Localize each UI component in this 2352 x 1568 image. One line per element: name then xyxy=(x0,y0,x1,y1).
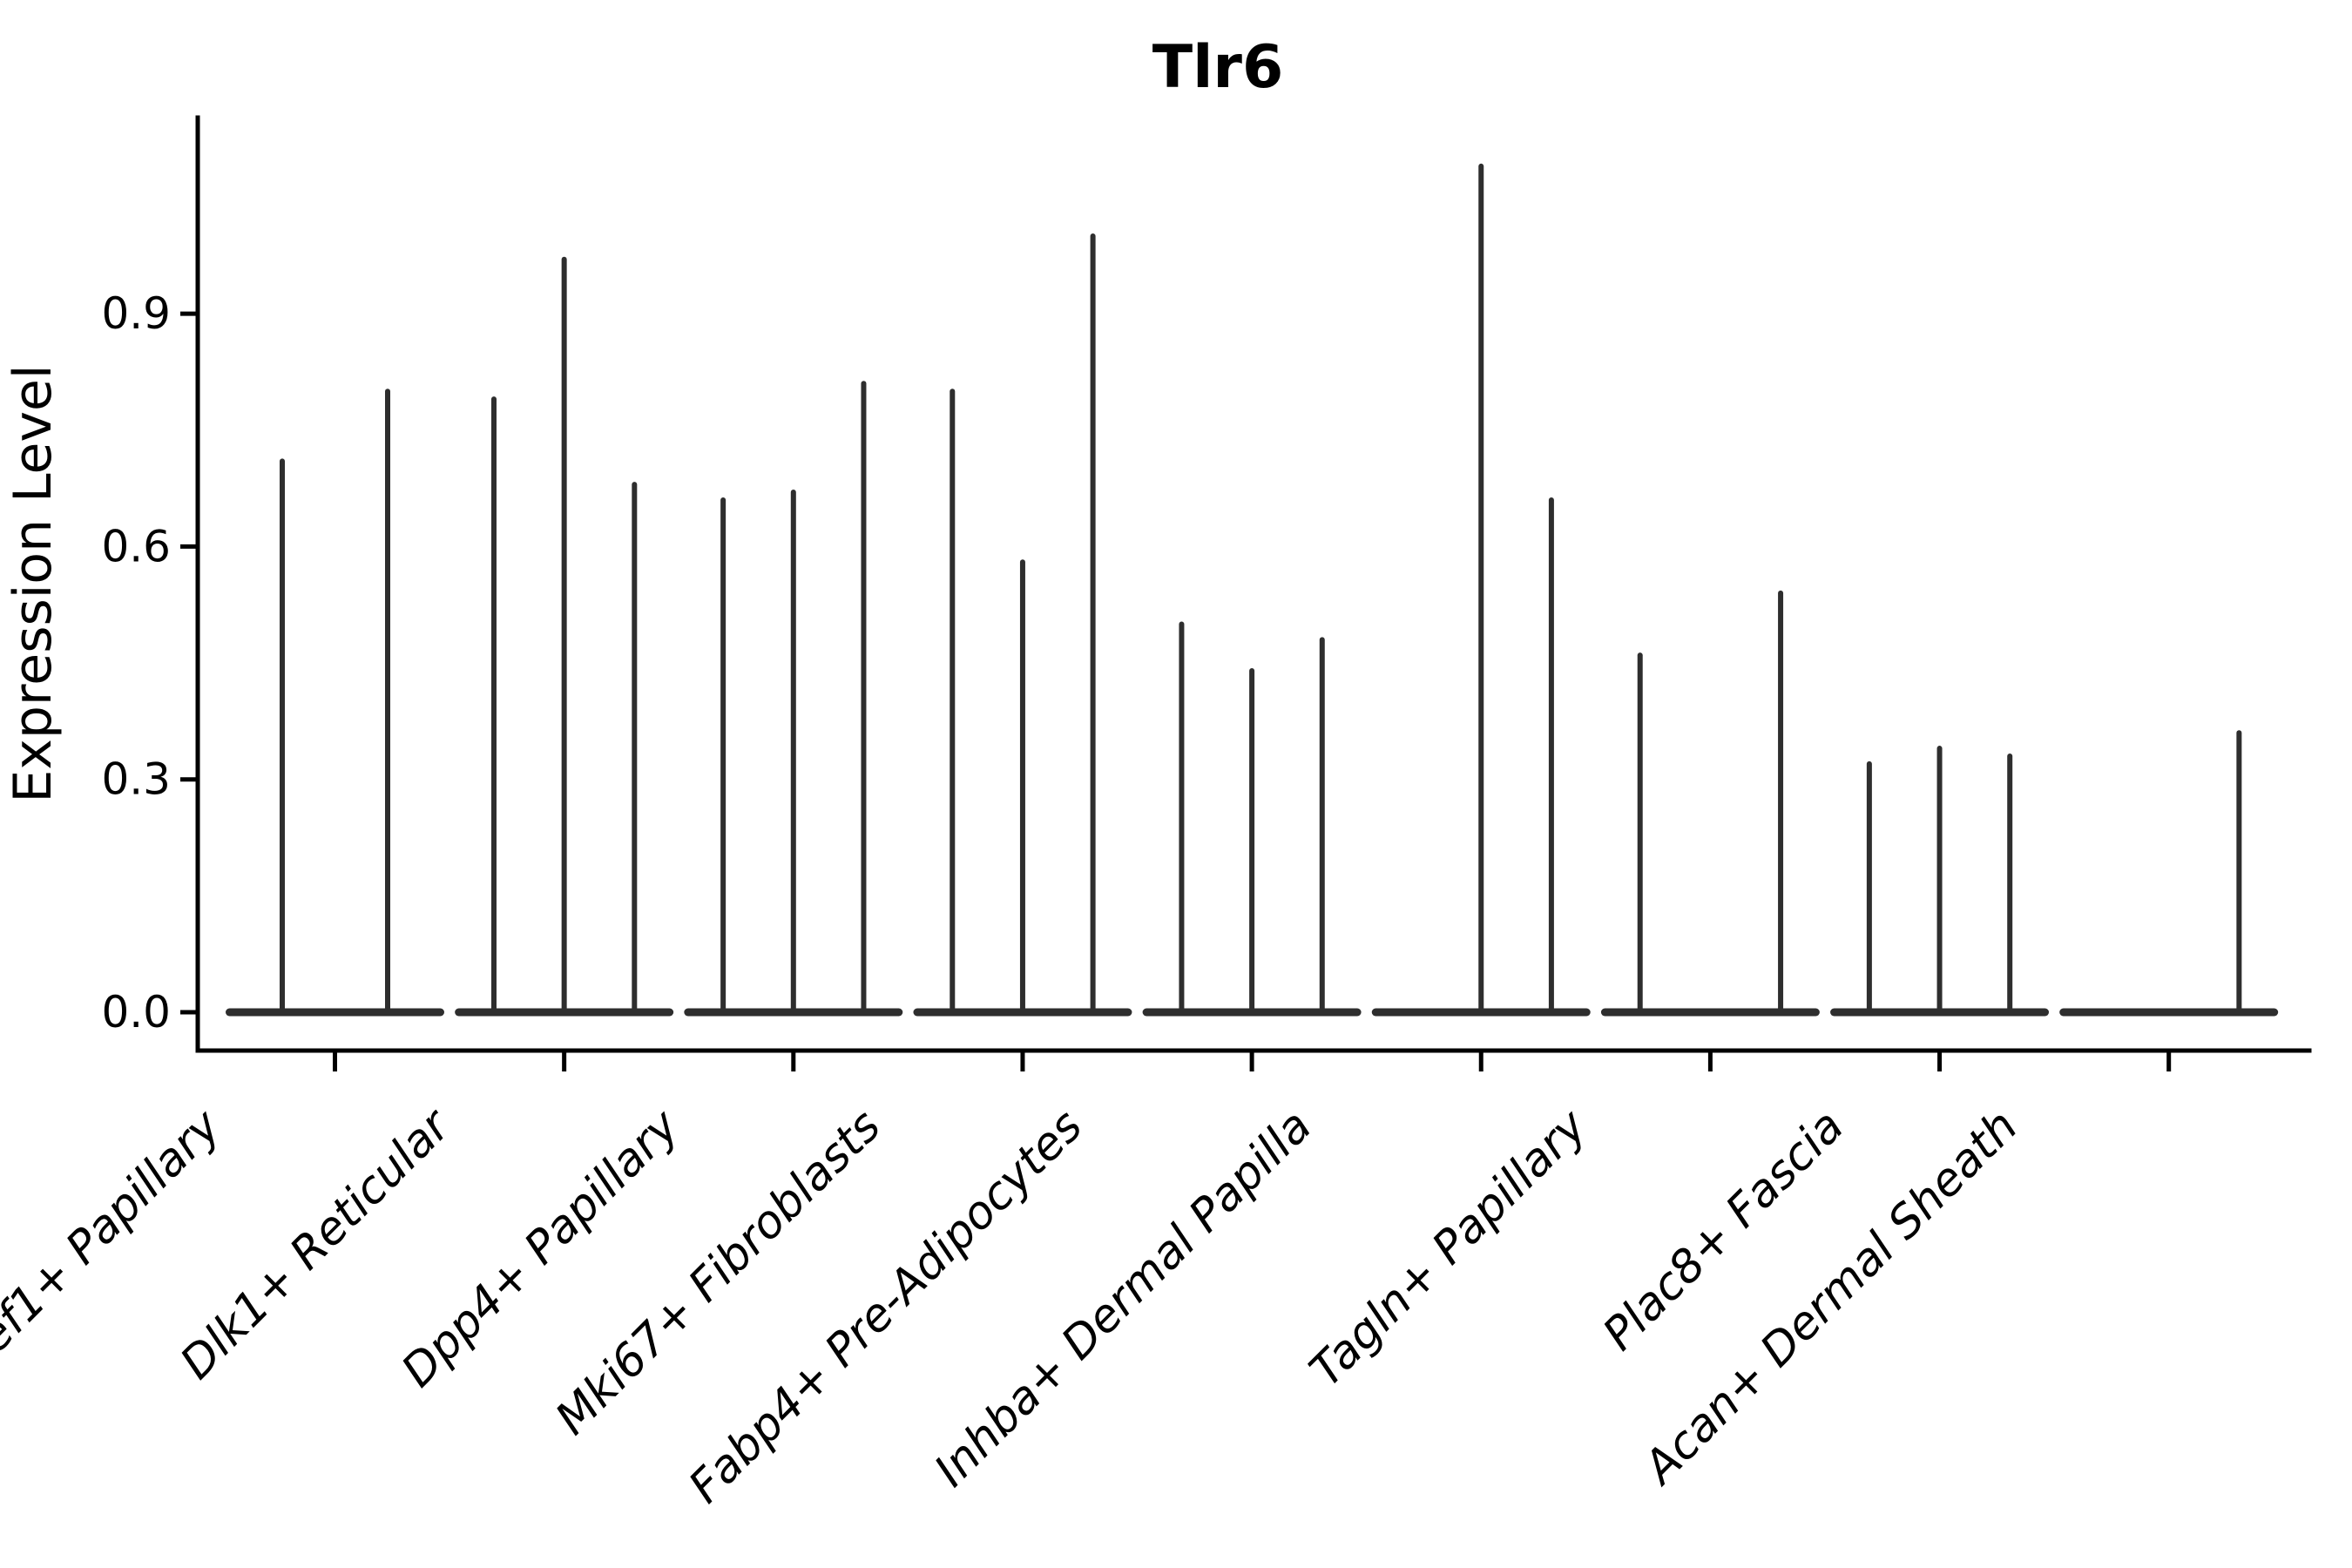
violin-group xyxy=(913,233,1132,1017)
violin-group xyxy=(1371,163,1591,1017)
y-tick-label: 0.9 xyxy=(101,288,171,339)
y-axis-ticks: 0.0 0.3 0.6 0.9 xyxy=(101,288,198,1037)
violin-glyphs xyxy=(226,163,2279,1017)
violin-group xyxy=(2059,730,2279,1017)
y-tick-label: 0.6 xyxy=(101,521,171,571)
x-axis-ticks xyxy=(333,1051,2172,1071)
violin-group xyxy=(684,381,903,1017)
y-tick-label: 0.0 xyxy=(101,987,171,1037)
y-axis-label: Expression Level xyxy=(3,364,64,802)
violin-group xyxy=(1142,621,1362,1017)
x-tick-label: Inhba+ Dermal Papilla xyxy=(925,1100,1322,1497)
y-tick-label: 0.3 xyxy=(101,754,171,805)
violin-group xyxy=(226,389,444,1017)
violin-group xyxy=(1830,746,2050,1017)
x-tick-label: Tagln+ Papillary xyxy=(1300,1099,1598,1397)
chart-title: Tlr6 xyxy=(1152,33,1284,102)
x-tick-label: Mki67+ Fibroblasts xyxy=(546,1100,891,1445)
violin-group xyxy=(1600,590,1820,1017)
violin-group xyxy=(455,256,674,1017)
x-tick-label: Fabp4+ Pre-Adipocytes xyxy=(679,1100,1093,1514)
